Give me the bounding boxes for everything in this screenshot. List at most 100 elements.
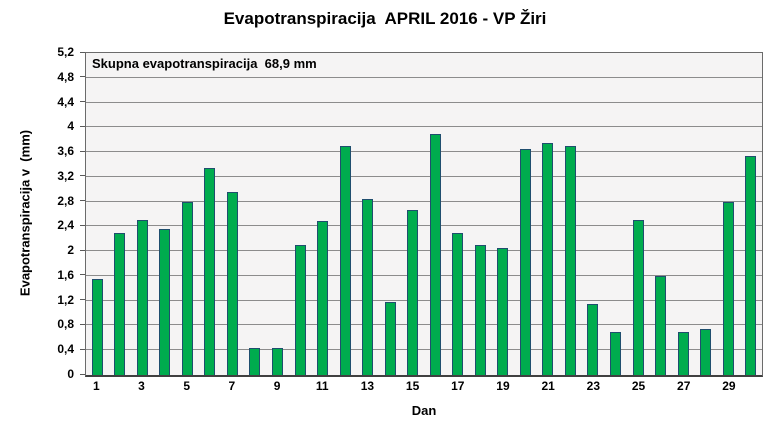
bar-day-22 <box>564 145 576 375</box>
y-tick-label: 0,4 <box>57 342 74 357</box>
bar-slot-day-27 <box>672 53 695 375</box>
x-tick-label-15: 15 <box>405 379 420 393</box>
x-tick-label-19: 19 <box>496 379 510 393</box>
total-evapotranspiration-annotation: Skupna evapotranspiracija 68,9 mm <box>92 56 317 71</box>
bar-day-10 <box>294 244 306 375</box>
bar-slot-day-11 <box>311 53 334 375</box>
bar-slot-day-3 <box>131 53 154 375</box>
bar-day-30 <box>745 156 757 375</box>
bar-slot-day-20 <box>514 53 537 375</box>
bar-day-24 <box>609 331 621 375</box>
bar-day-6 <box>204 167 216 375</box>
y-tick-mark <box>80 175 85 177</box>
bar-slot-day-13 <box>356 53 379 375</box>
bar-day-5 <box>181 201 193 375</box>
y-tick-mark <box>80 200 85 202</box>
bar-day-21 <box>542 142 554 375</box>
bar-slot-day-18 <box>469 53 492 375</box>
bar-day-15 <box>407 209 419 375</box>
x-axis-tick-labels: 1 3 5 7 9 11 13 15 17 19 21 23 25 27 29 <box>85 379 763 393</box>
y-tick-mark <box>80 101 85 103</box>
bar-day-18 <box>474 244 486 375</box>
x-tick-empty <box>379 379 402 393</box>
bar-day-2 <box>114 232 126 375</box>
gridline <box>86 349 762 351</box>
bar-slot-day-26 <box>649 53 672 375</box>
gridline <box>86 225 762 227</box>
y-tick-label: 2,8 <box>57 193 74 208</box>
x-tick-empty <box>334 379 357 393</box>
x-tick-empty <box>514 379 537 393</box>
bar-slot-day-6 <box>199 53 222 375</box>
bar-slot-day-23 <box>582 53 605 375</box>
x-tick-empty <box>153 379 176 393</box>
gridline <box>86 151 762 153</box>
y-tick-mark <box>80 323 85 325</box>
gridline <box>86 200 762 202</box>
x-tick-empty <box>243 379 266 393</box>
bar-slot-day-12 <box>334 53 357 375</box>
x-tick-empty <box>559 379 582 393</box>
plot-area: Skupna evapotranspiracija 68,9 mm <box>85 52 763 377</box>
bar-day-28 <box>700 328 712 375</box>
bar-day-13 <box>362 198 374 375</box>
y-tick-mark <box>80 373 85 375</box>
gridline <box>86 250 762 252</box>
bar-slot-day-19 <box>492 53 515 375</box>
bar-slot-day-24 <box>604 53 627 375</box>
bar-day-8 <box>249 348 261 375</box>
y-tick-mark <box>80 249 85 251</box>
y-tick-mark <box>80 274 85 276</box>
chart-title: Evapotranspiracija APRIL 2016 - VP Žiri <box>223 9 547 28</box>
x-tick-label-3: 3 <box>138 379 145 393</box>
bar-slot-day-28 <box>694 53 717 375</box>
bar-day-17 <box>452 232 464 375</box>
bar-slot-day-25 <box>627 53 650 375</box>
gridline <box>86 274 762 276</box>
x-tick-label-11: 11 <box>315 379 329 393</box>
x-tick-label-1: 1 <box>92 379 100 393</box>
bar-day-11 <box>317 221 329 375</box>
bar-slot-day-1 <box>86 53 109 375</box>
bar-slot-day-8 <box>244 53 267 375</box>
y-tick-label: 2,4 <box>57 218 74 233</box>
bar-day-9 <box>272 348 284 375</box>
bar-day-7 <box>226 192 238 375</box>
x-tick-empty <box>469 379 492 393</box>
y-tick-mark <box>80 125 85 127</box>
x-tick-label-23: 23 <box>586 379 601 393</box>
y-tick-label: 3,2 <box>57 168 74 183</box>
x-tick-label-13: 13 <box>360 379 375 393</box>
x-tick-label-25: 25 <box>631 379 646 393</box>
y-tick-label: 2 <box>67 243 74 258</box>
bar-slot-day-21 <box>537 53 560 375</box>
x-tick-empty <box>288 379 311 393</box>
x-tick-label-9: 9 <box>273 379 281 393</box>
x-tick-label-7: 7 <box>228 379 236 393</box>
bar-day-25 <box>632 220 644 375</box>
gridline <box>86 126 762 128</box>
x-axis-title: Dan <box>411 403 437 418</box>
bar-slot-day-30 <box>739 53 762 375</box>
bar-day-4 <box>159 229 171 375</box>
y-tick-mark <box>80 76 85 78</box>
x-tick-empty <box>740 379 763 393</box>
x-tick-empty <box>695 379 718 393</box>
y-tick-label: 4,8 <box>57 69 74 84</box>
bar-slot-day-17 <box>447 53 470 375</box>
bar-day-19 <box>497 248 509 375</box>
bar-day-27 <box>677 331 689 375</box>
x-tick-label-29: 29 <box>722 379 736 393</box>
x-tick-empty <box>198 379 221 393</box>
bar-slot-day-16 <box>424 53 447 375</box>
bar-day-12 <box>339 145 351 375</box>
x-tick-empty <box>108 379 131 393</box>
y-tick-label: 1,6 <box>57 267 74 282</box>
gridline <box>86 76 762 78</box>
y-tick-label: 0 <box>67 367 74 381</box>
gridline <box>86 324 762 326</box>
bar-slot-day-10 <box>289 53 312 375</box>
bar-day-29 <box>722 201 734 375</box>
gridline <box>86 299 762 301</box>
x-tick-label-17: 17 <box>451 379 465 393</box>
